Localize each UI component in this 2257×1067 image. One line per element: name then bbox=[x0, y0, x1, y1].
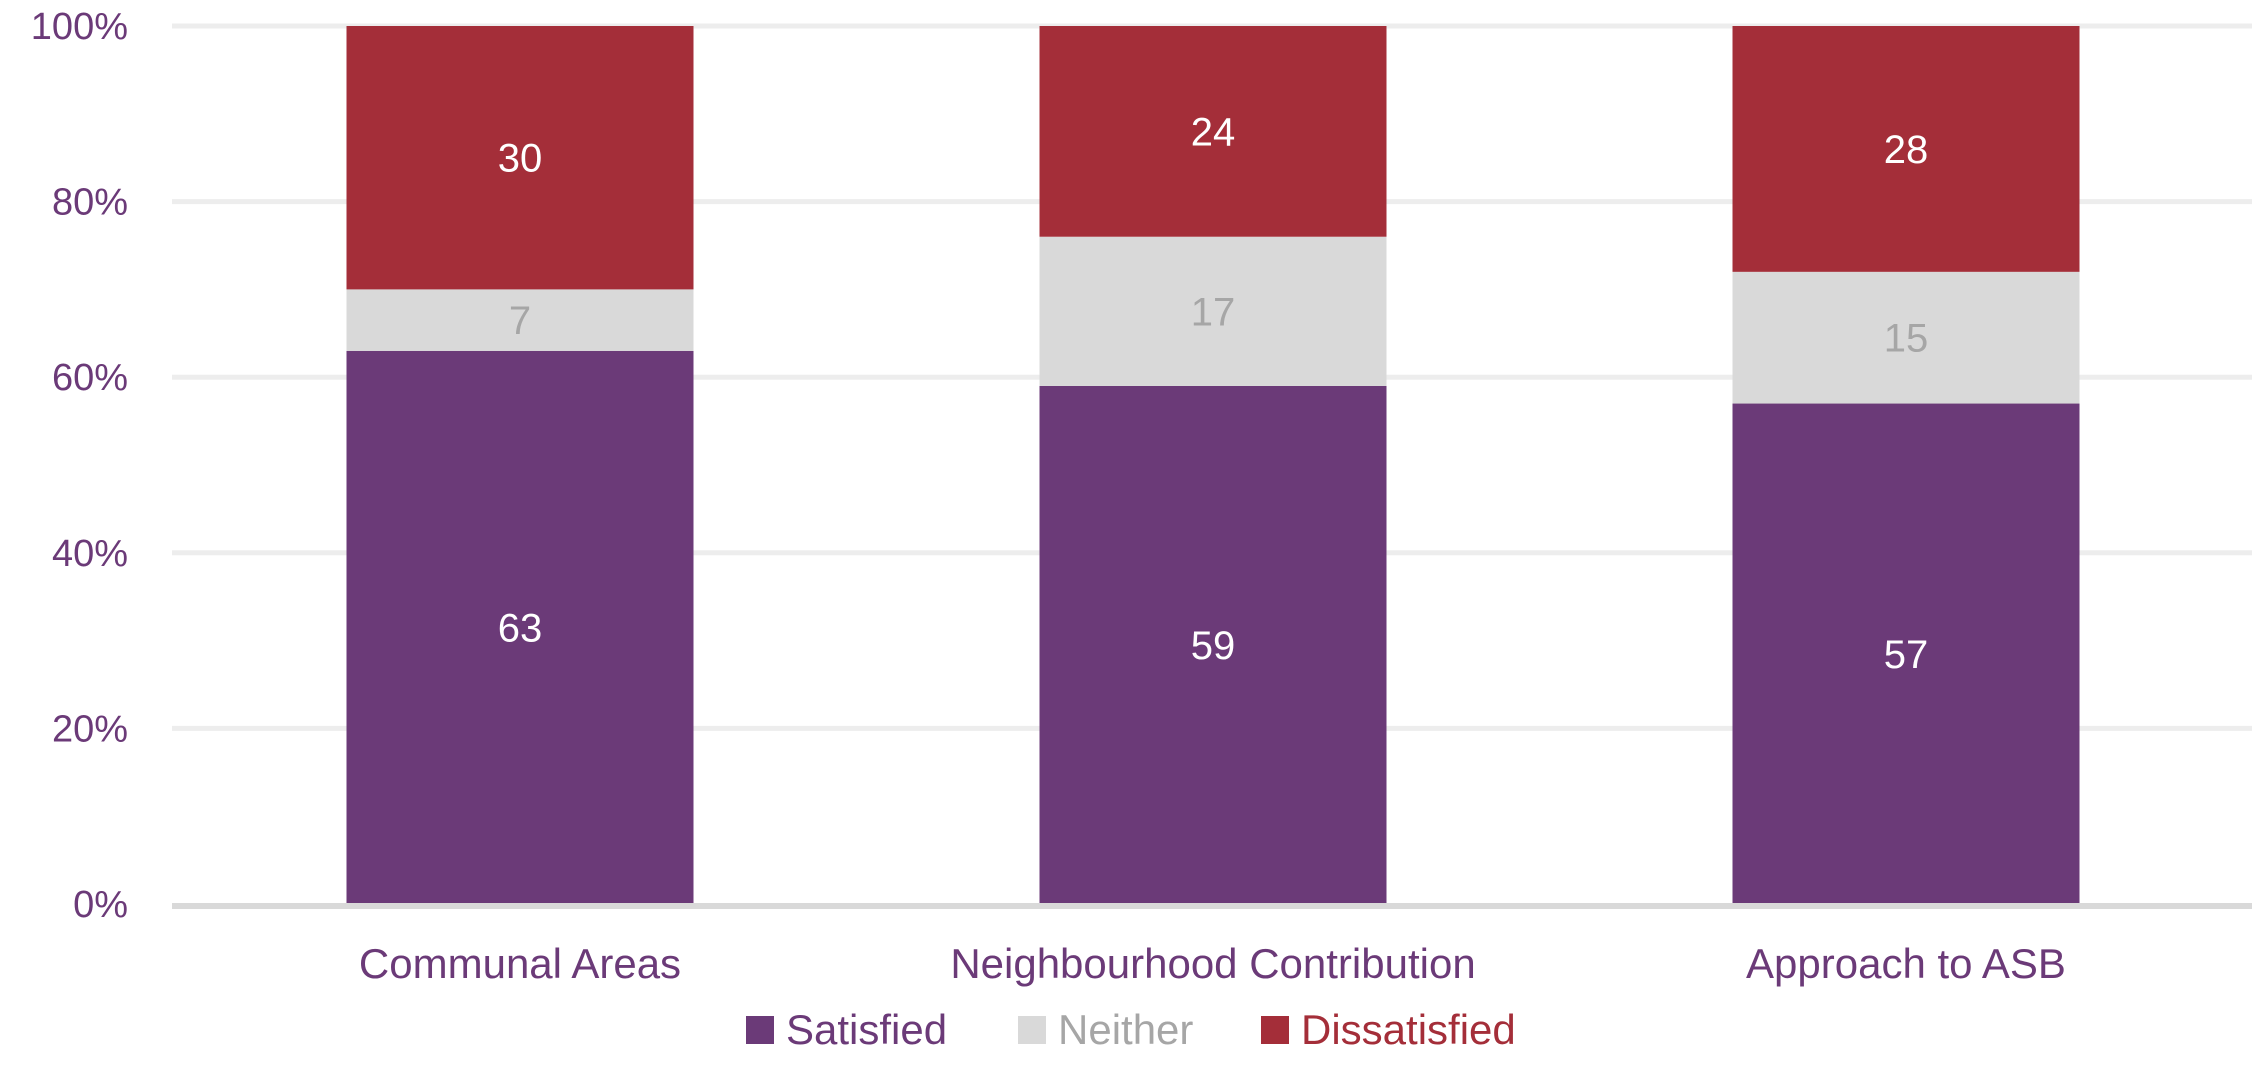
legend-swatch-satisfied bbox=[746, 1016, 774, 1044]
data-label: 7 bbox=[509, 299, 531, 343]
x-tick-label: Neighbourhood Contribution bbox=[950, 940, 1475, 987]
y-tick-label: 0% bbox=[73, 884, 128, 926]
y-tick-label: 40% bbox=[52, 533, 128, 575]
legend-swatch-dissatisfied bbox=[1261, 1016, 1289, 1044]
data-label: 28 bbox=[1884, 128, 1929, 172]
legend-label: Dissatisfied bbox=[1301, 1006, 1516, 1053]
data-label: 15 bbox=[1884, 317, 1929, 361]
bar-segment bbox=[346, 26, 694, 290]
bar-segment bbox=[346, 350, 694, 904]
y-tick-label: 20% bbox=[52, 708, 128, 750]
x-tick-label: Communal Areas bbox=[359, 940, 681, 987]
legend-swatch-neither bbox=[1018, 1016, 1046, 1044]
legend-label: Neither bbox=[1058, 1006, 1193, 1053]
data-label: 30 bbox=[498, 137, 543, 181]
bar-segment bbox=[1732, 403, 2080, 904]
bar-segment bbox=[1039, 385, 1387, 905]
bar-segment bbox=[1039, 26, 1387, 237]
data-label: 63 bbox=[498, 606, 543, 650]
data-label: 24 bbox=[1191, 110, 1236, 154]
data-label: 59 bbox=[1191, 624, 1236, 668]
bar-segment bbox=[346, 289, 694, 351]
y-tick-label: 100% bbox=[31, 6, 128, 48]
bar-segment bbox=[1039, 236, 1387, 386]
data-label: 57 bbox=[1884, 633, 1929, 677]
y-tick-label: 60% bbox=[52, 357, 128, 399]
x-tick-label: Approach to ASB bbox=[1746, 940, 2066, 987]
legend-label: Satisfied bbox=[786, 1006, 947, 1053]
data-label: 17 bbox=[1191, 290, 1236, 334]
bar-segment bbox=[1732, 271, 2080, 404]
y-tick-label: 80% bbox=[52, 182, 128, 224]
bar-segment bbox=[1732, 26, 2080, 272]
